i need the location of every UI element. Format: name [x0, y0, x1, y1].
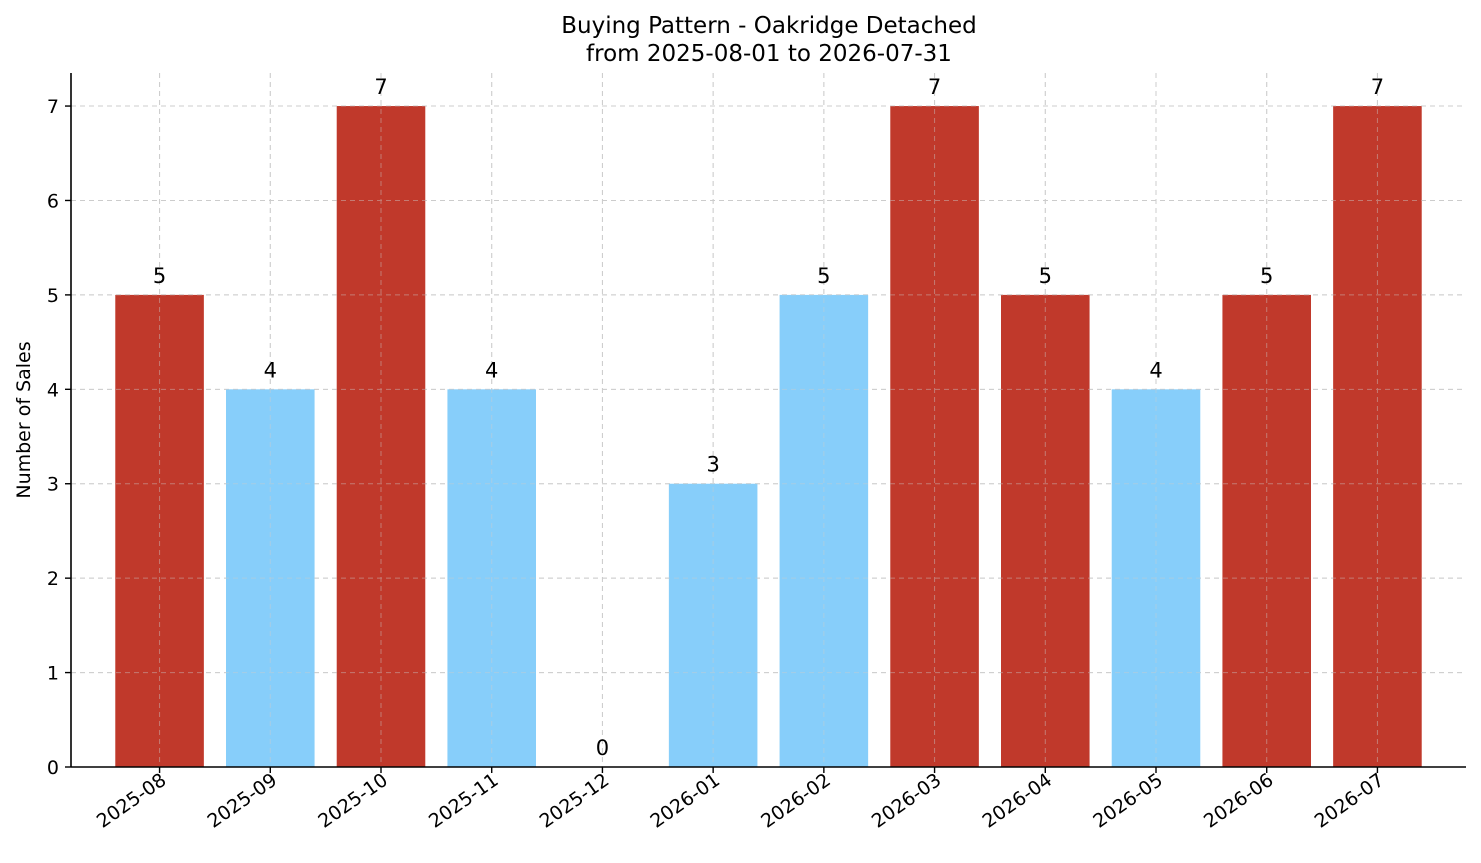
bar-value-label: 5	[1260, 264, 1273, 288]
x-tick-label: 2025-09	[204, 769, 282, 833]
x-tick-label: 2026-06	[1200, 769, 1278, 833]
bar-value-label: 4	[264, 358, 277, 382]
x-tick-label: 2025-11	[425, 769, 503, 833]
chart-subtitle: from 2025-08-01 to 2026-07-31	[586, 41, 952, 67]
bar-2026-01	[668, 483, 758, 767]
x-tick-label: 2026-05	[1089, 769, 1167, 833]
y-tick-label: 0	[47, 757, 59, 779]
bar-value-label: 7	[374, 75, 387, 99]
x-tick-label: 2026-07	[1311, 769, 1389, 833]
y-axis-label: Number of Sales	[13, 341, 35, 498]
bar-2025-10	[336, 106, 426, 768]
bar-2026-03	[890, 106, 979, 768]
bar-value-label: 0	[596, 736, 609, 760]
bar-value-label: 7	[1371, 75, 1384, 99]
bar-value-label: 5	[817, 264, 830, 288]
y-tick-label: 1	[47, 663, 59, 685]
bar-2026-02	[779, 294, 869, 767]
y-tick-label: 2	[47, 568, 59, 590]
bar-2025-08	[115, 294, 204, 767]
bar-layer	[71, 73, 1466, 768]
bar-2025-09	[226, 389, 315, 767]
bar-value-label: 5	[153, 264, 166, 288]
bar-2026-05	[1111, 389, 1201, 767]
bar-2026-07	[1333, 106, 1422, 768]
x-tick-label: 2026-03	[868, 769, 946, 833]
x-tick-label: 2025-08	[93, 769, 171, 833]
bar-value-label: 5	[1039, 264, 1052, 288]
x-tick-label: 2026-02	[757, 769, 835, 833]
y-tick-label: 3	[47, 474, 59, 496]
bar-2026-06	[1222, 294, 1311, 767]
x-tick-label: 2025-12	[536, 769, 614, 833]
y-tick-label: 4	[47, 379, 59, 401]
chart-title: Buying Pattern - Oakridge Detached	[561, 13, 976, 39]
y-tick-label: 6	[47, 190, 59, 212]
x-tick-label: 2026-04	[979, 769, 1057, 833]
value-label-layer: 5 4 7 4 0 3 5 7 5 4 5 7	[153, 75, 1384, 760]
bar-value-label: 4	[485, 358, 498, 382]
bar-2026-04	[1001, 294, 1090, 767]
y-tick-label: 5	[47, 285, 59, 307]
bar-value-label: 4	[1149, 358, 1162, 382]
bar-2025-11	[447, 389, 536, 767]
x-tick-label: 2026-01	[646, 769, 724, 833]
x-tick-label: 2025-10	[314, 769, 392, 833]
y-tick-label: 7	[47, 96, 59, 118]
bar-value-label: 3	[706, 453, 719, 477]
bar-value-label: 7	[928, 75, 941, 99]
